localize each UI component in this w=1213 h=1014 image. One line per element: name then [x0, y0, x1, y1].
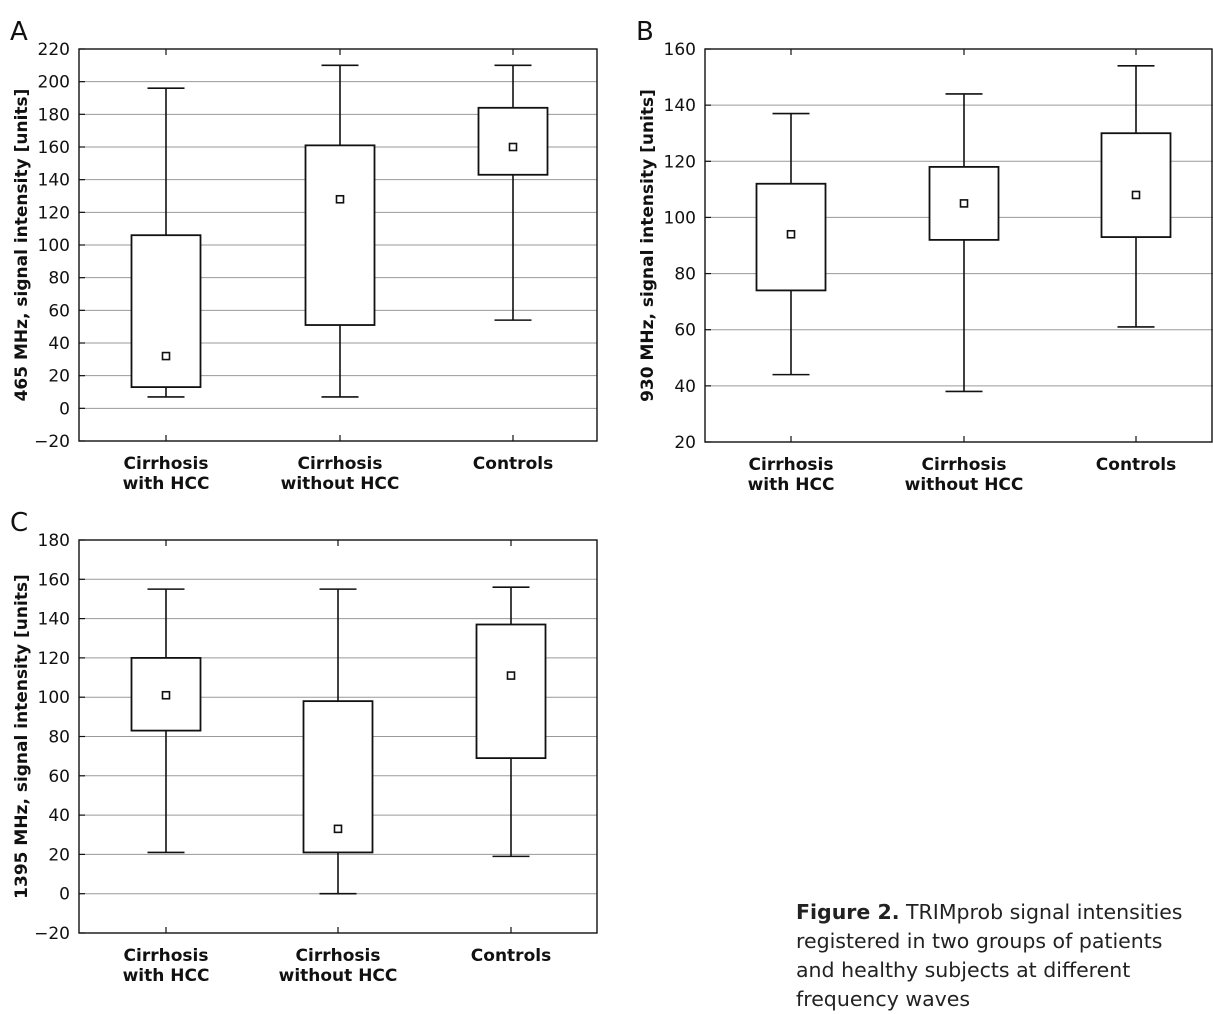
box-iqr — [1100, 132, 1172, 238]
plot-frame — [78, 539, 598, 934]
y-tick-label: 100 — [664, 208, 696, 228]
box-3 — [1100, 65, 1172, 328]
category-label: without HCC — [281, 474, 400, 494]
y-tick-label: 80 — [48, 728, 70, 748]
caption-label: Figure 2. — [796, 900, 900, 924]
y-tick-label: −20 — [34, 432, 70, 452]
y-tick-label: 220 — [38, 40, 70, 60]
y-tick-label: 60 — [48, 301, 70, 321]
panel-label: B — [636, 17, 654, 47]
y-tick-label: 140 — [664, 96, 696, 116]
y-tick-label: 80 — [48, 269, 70, 289]
y-tick-label: 140 — [38, 171, 70, 191]
box-2 — [304, 64, 376, 398]
panel-a: −20 0 20 40 60 80 100 120 140 160 180 200 220 Cirrhos… — [10, 17, 598, 494]
category-label: Cirrhosis — [124, 946, 209, 966]
median-marker — [786, 229, 796, 239]
y-tick-label: 40 — [48, 806, 70, 826]
box-1 — [755, 112, 827, 376]
category-label: without HCC — [279, 966, 398, 985]
panel-label: A — [10, 17, 28, 47]
box-1 — [130, 87, 202, 398]
panel-label: C — [10, 508, 28, 538]
y-tick-label: 100 — [38, 688, 70, 708]
y-tick-label: 0 — [59, 885, 70, 905]
category-label: with HCC — [748, 475, 835, 495]
y-tick-label: 20 — [674, 433, 696, 453]
category-label: Controls — [1096, 455, 1176, 475]
y-tick-label: 120 — [38, 649, 70, 669]
median-marker — [335, 194, 345, 204]
y-tick-label: 100 — [38, 236, 70, 256]
category-label: Cirrhosis — [749, 455, 834, 475]
y-tick-label: 180 — [38, 105, 70, 125]
y-tick-label: 40 — [674, 377, 696, 397]
median-marker — [506, 671, 516, 680]
y-tick-label: 0 — [59, 399, 70, 419]
y-tick-label: 180 — [38, 531, 70, 551]
y-axis-label: 465 MHz, signal intensity [units] — [12, 89, 32, 402]
median-marker — [161, 690, 171, 700]
y-tick-label: 120 — [38, 203, 70, 223]
y-tick-label: 40 — [48, 334, 70, 354]
box-1 — [130, 588, 202, 854]
box-plot-figure: −20020406080100120140160180200220Cirrhos… — [10, 17, 1213, 985]
category-label: with HCC — [123, 474, 210, 494]
y-tick-label: 160 — [38, 138, 70, 158]
y-tick-label: 120 — [664, 152, 696, 172]
box-iqr — [477, 106, 549, 176]
y-tick-label: 160 — [38, 570, 70, 590]
category-label: Controls — [473, 454, 553, 474]
box-iqr — [304, 144, 376, 326]
median-marker — [959, 199, 969, 208]
box-3 — [475, 586, 547, 858]
category-label: Cirrhosis — [922, 455, 1007, 475]
box-2 — [302, 588, 374, 895]
category-label: Controls — [471, 946, 551, 966]
y-tick-label: 80 — [674, 265, 696, 285]
y-tick-label: −20 — [34, 924, 70, 944]
y-tick-label: 20 — [48, 367, 70, 387]
y-tick-label: 160 — [664, 40, 696, 60]
y-axis-label: 930 MHz, signal intensity [units] — [638, 89, 658, 402]
category-label: Cirrhosis — [298, 454, 383, 474]
box-iqr — [130, 234, 202, 388]
box-iqr — [475, 623, 547, 760]
y-tick-label: 60 — [674, 321, 696, 341]
median-marker — [1131, 190, 1141, 200]
plot-frame — [78, 48, 598, 442]
category-label: Cirrhosis — [124, 454, 209, 474]
category-label: without HCC — [905, 475, 1024, 495]
category-label: Cirrhosis — [296, 946, 381, 966]
panel-c: −20020406080100120140160180Cirrhosiswith… — [10, 508, 598, 985]
y-tick-label: 200 — [38, 73, 70, 93]
median-marker — [333, 824, 343, 834]
box-3 — [477, 64, 549, 321]
plot-frame — [704, 48, 1213, 443]
y-tick-label: 20 — [48, 845, 70, 865]
median-marker — [161, 351, 171, 361]
y-axis-label: 1395 MHz, signal intensity [units] — [12, 574, 32, 899]
y-tick-label: 140 — [38, 610, 70, 630]
box-2 — [928, 93, 1000, 393]
category-label: with HCC — [123, 966, 210, 985]
y-tick-label: 60 — [48, 767, 70, 787]
figure-caption: Figure 2. TRIMprob signal intensities re… — [796, 898, 1206, 1014]
median-marker — [508, 142, 518, 152]
